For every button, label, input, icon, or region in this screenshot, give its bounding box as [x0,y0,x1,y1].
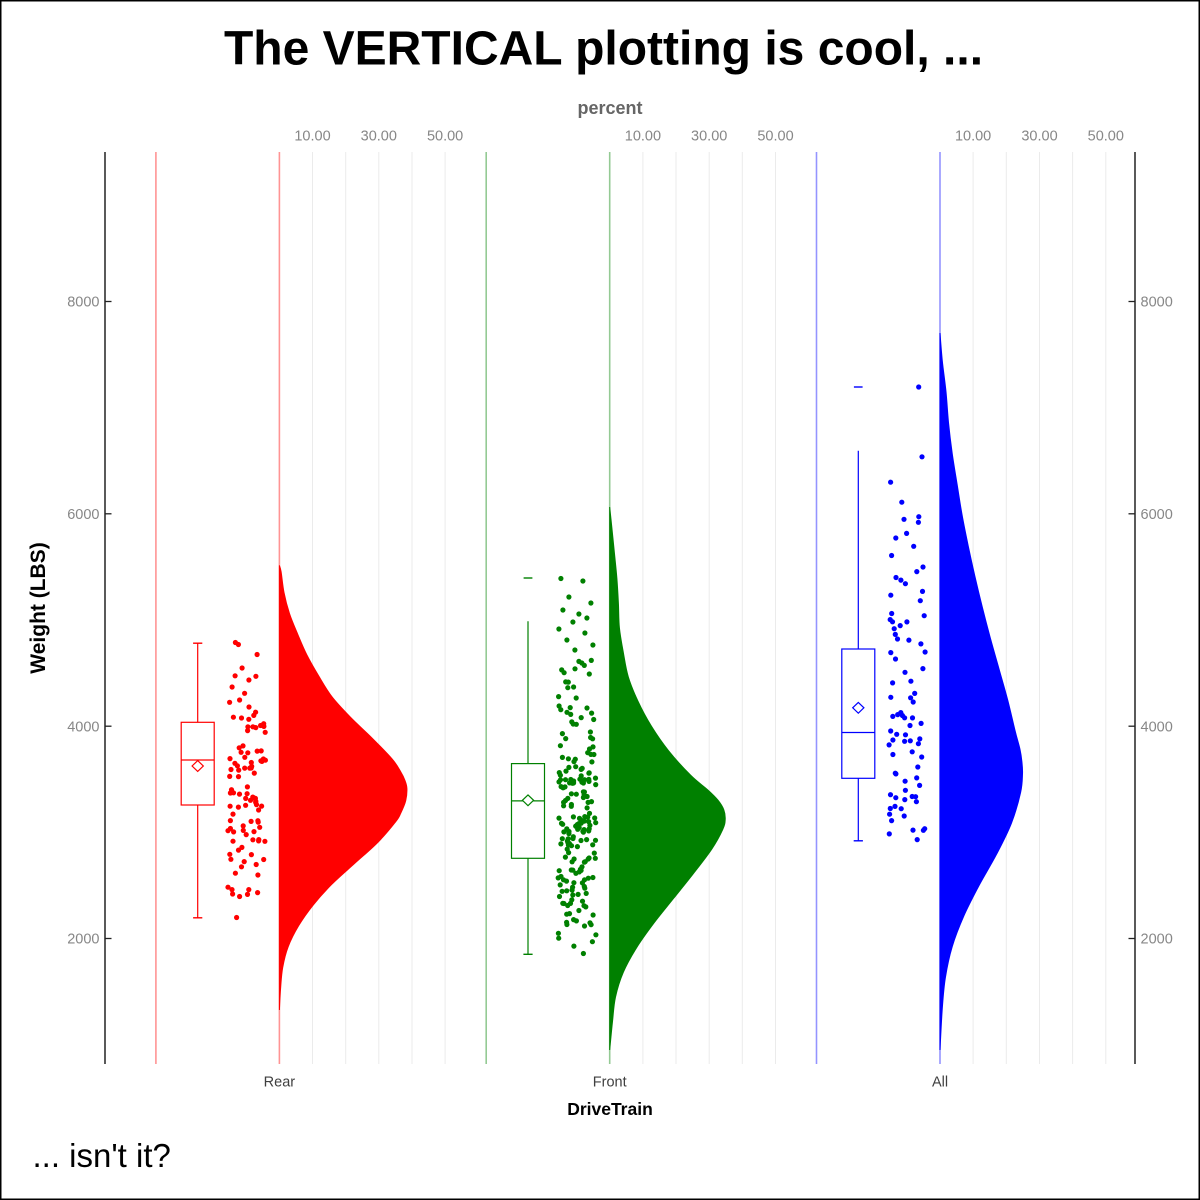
svg-text:Weight (LBS): Weight (LBS) [27,542,50,673]
svg-text:DriveTrain: DriveTrain [567,1099,653,1119]
svg-text:2000: 2000 [1141,932,1173,948]
svg-text:50.00: 50.00 [427,129,463,145]
svg-text:4000: 4000 [67,719,99,735]
svg-text:8000: 8000 [67,295,99,311]
svg-text:30.00: 30.00 [1021,129,1057,145]
svg-text:30.00: 30.00 [691,129,727,145]
svg-text:10.00: 10.00 [625,129,661,145]
svg-text:The VERTICAL plotting is cool,: The VERTICAL plotting is cool, ... [224,23,983,76]
svg-text:10.00: 10.00 [294,129,330,145]
svg-text:6000: 6000 [67,507,99,523]
svg-text:50.00: 50.00 [1088,129,1124,145]
svg-text:Front: Front [593,1075,627,1091]
svg-text:10.00: 10.00 [955,129,991,145]
svg-text:8000: 8000 [1141,295,1173,311]
svg-text:30.00: 30.00 [361,129,397,145]
svg-text:percent: percent [577,98,642,118]
svg-text:... isn't it?: ... isn't it? [33,1137,171,1174]
svg-text:50.00: 50.00 [757,129,793,145]
svg-text:Rear: Rear [264,1075,296,1091]
svg-text:6000: 6000 [1141,507,1173,523]
svg-text:4000: 4000 [1141,719,1173,735]
svg-text:All: All [932,1075,948,1091]
svg-text:2000: 2000 [67,932,99,948]
